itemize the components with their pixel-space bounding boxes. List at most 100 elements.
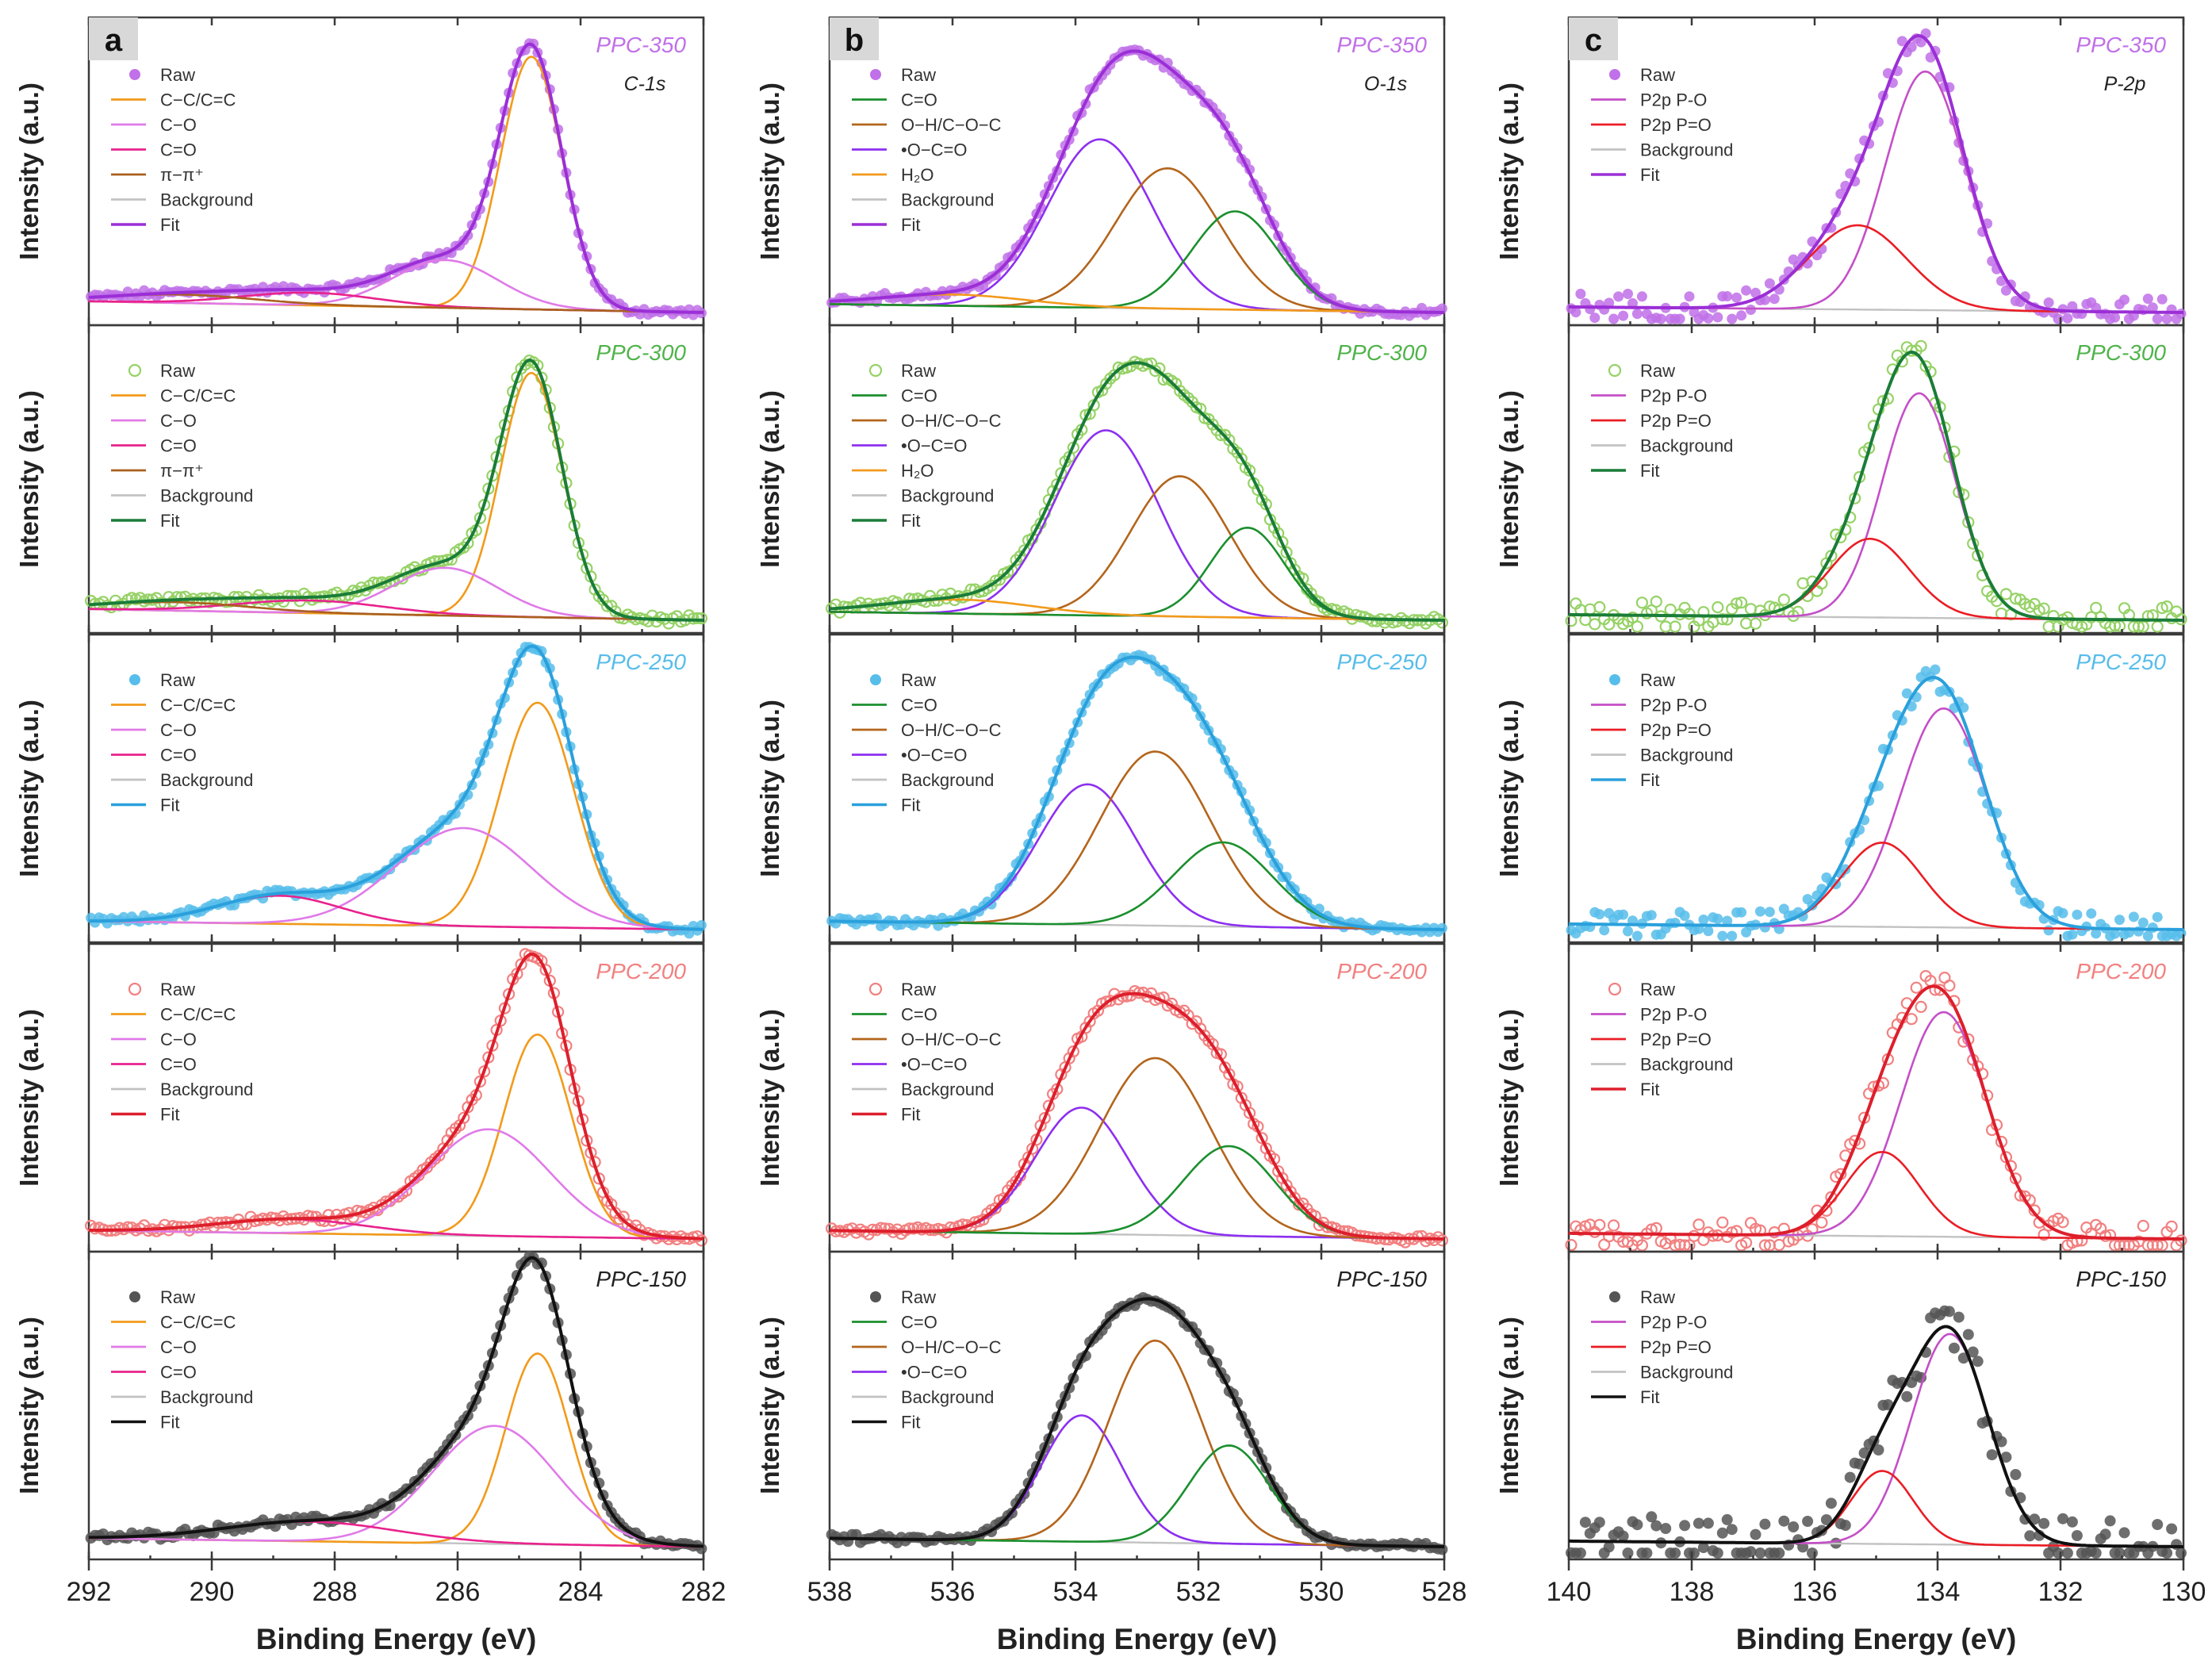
raw-point <box>1820 1514 1832 1525</box>
raw-point <box>1243 1106 1256 1119</box>
legend-label: Background <box>901 1387 994 1407</box>
raw-point <box>2176 1548 2187 1559</box>
legend-label: P2p P=O <box>1640 720 1712 740</box>
legend-label: Fit <box>1640 165 1659 185</box>
raw-point <box>1223 1068 1236 1081</box>
fit-line <box>88 42 704 314</box>
legend-label: C−O <box>160 411 197 431</box>
fit-line <box>829 361 1444 622</box>
raw-point <box>1754 1548 1766 1559</box>
panel-letter-box <box>830 17 879 60</box>
raw-point <box>1758 1239 1771 1252</box>
component-pi-pi- <box>88 293 704 314</box>
panel-letter-box <box>89 17 138 60</box>
legend-marker-raw <box>1609 69 1620 80</box>
sample-label: PPC-350 <box>596 33 686 57</box>
raw-point <box>1934 984 1946 996</box>
raw-point <box>1788 1521 1800 1532</box>
fit-line <box>89 952 704 1241</box>
y-axis-title: Intensity (a.u.) <box>14 700 44 877</box>
legend: Raw C−C/C=C C−O C=O Background Fit <box>111 670 253 815</box>
raw-point <box>1593 1517 1605 1528</box>
raw-point <box>515 958 527 971</box>
fit-line <box>89 644 704 931</box>
raw-point <box>1231 446 1244 459</box>
legend-label: Fit <box>1640 461 1659 481</box>
raw-point <box>2114 915 2125 926</box>
raw-point <box>1745 1546 1757 1558</box>
raw-point <box>600 600 614 612</box>
subplot-a-ppc-200: Intensity (a.u.) PPC-200 Raw C−C/C=C C−O C=O B… <box>14 942 708 1253</box>
legend: Raw C=O O−H/C−O−C •O−C=O Background Fit <box>852 670 1002 815</box>
legend-label: Background <box>160 1080 253 1099</box>
raw-point <box>1716 1216 1729 1229</box>
sample-label: PPC-350 <box>2076 33 2166 57</box>
raw-point <box>1174 385 1187 397</box>
raw-point <box>1721 1513 1733 1525</box>
raw-point <box>1631 930 1643 942</box>
raw-point <box>1575 289 1586 299</box>
raw-point <box>1635 1239 1648 1252</box>
raw-point <box>609 605 622 618</box>
legend-label: Fit <box>160 511 179 531</box>
y-axis-title: Intensity (a.u.) <box>14 1317 44 1494</box>
raw-point <box>1712 312 1723 323</box>
legend-marker-raw <box>870 69 881 80</box>
raw-point <box>2152 313 2163 324</box>
raw-points <box>1565 339 2187 633</box>
legend-marker-raw <box>1609 1291 1620 1302</box>
raw-point <box>2104 1229 2117 1241</box>
raw-point <box>2086 908 2097 919</box>
legend-label: Raw <box>901 670 936 690</box>
raw-point <box>2038 1228 2050 1241</box>
y-axis-title: Intensity (a.u.) <box>755 82 784 260</box>
raw-point <box>2057 1216 2069 1229</box>
raw-point <box>903 593 916 605</box>
raw-point <box>1915 339 1927 352</box>
raw-point <box>1679 1520 1691 1532</box>
legend-label: Background <box>901 190 994 210</box>
x-tick-label: 292 <box>67 1577 112 1607</box>
legend-label: C=O <box>160 1363 197 1383</box>
y-axis-title: Intensity (a.u.) <box>1494 1009 1524 1187</box>
raw-point <box>1631 620 1643 633</box>
legend: Raw C−C/C=C C−O C=O Background Fit <box>111 1287 253 1432</box>
raw-point <box>1712 1548 1723 1559</box>
raw-point <box>596 593 610 606</box>
component-o-c-o <box>830 1106 1444 1241</box>
raw-point <box>1683 1239 1696 1252</box>
raw-point <box>691 1230 703 1243</box>
legend-label: Raw <box>160 65 195 85</box>
raw-point <box>2038 1517 2050 1529</box>
legend: Raw P2p P-O P2p P=O Background Fit <box>1591 670 1733 790</box>
legend-label: P2p P-O <box>1640 386 1707 406</box>
sample-label: PPC-300 <box>1336 340 1427 365</box>
legend-label: Background <box>160 190 253 210</box>
raw-point <box>2042 620 2055 633</box>
legend-label: O−H/C−O−C <box>901 115 1002 135</box>
raw-point <box>1943 979 1956 992</box>
y-axis-title: Intensity (a.u.) <box>755 700 784 877</box>
raw-point <box>1750 1528 1762 1540</box>
legend-label: Raw <box>160 1287 195 1307</box>
raw-point <box>1953 1311 1965 1323</box>
raw-point <box>1055 467 1068 480</box>
raw-point <box>1716 1527 1728 1539</box>
raw-point <box>1366 615 1379 627</box>
x-tick-label: 538 <box>807 1577 853 1607</box>
raw-point <box>1589 618 1601 631</box>
raw-point <box>1896 36 1907 47</box>
raw-point <box>519 359 531 371</box>
legend-marker-raw <box>1608 363 1622 378</box>
y-axis-title: Intensity (a.u.) <box>1494 390 1524 568</box>
legend-label: π−π⁺ <box>160 461 204 481</box>
legend-label: Background <box>160 1387 253 1407</box>
raw-point <box>1910 981 1923 994</box>
raw-point <box>1669 620 1681 633</box>
sample-label: PPC-250 <box>2076 650 2166 674</box>
raw-point <box>695 612 708 625</box>
component-p2p-p-o <box>1569 707 2183 931</box>
raw-point <box>2161 1548 2173 1559</box>
raw-point <box>1716 612 1729 626</box>
raw-point <box>2062 313 2073 324</box>
